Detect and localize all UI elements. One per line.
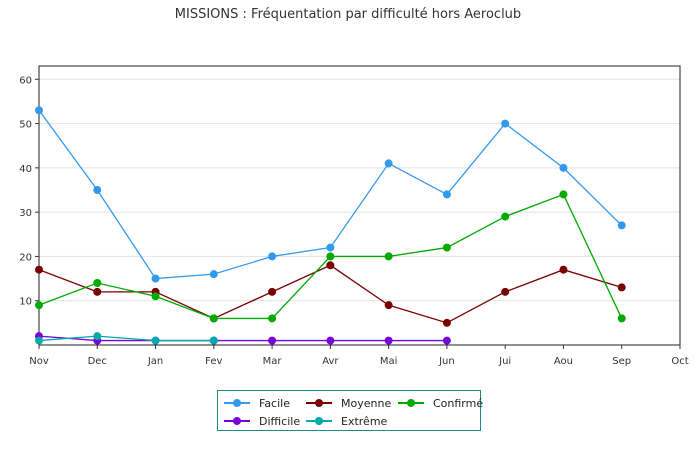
legend-item: Extrême <box>306 413 387 429</box>
y-tick-label: 60 <box>19 75 32 86</box>
data-point <box>35 265 43 274</box>
data-point <box>442 190 451 199</box>
legend-label: Facile <box>259 396 290 410</box>
legend-label: Moyenne <box>341 396 392 410</box>
x-tick-label: Avr <box>322 356 339 367</box>
x-tick-label: Aou <box>554 356 573 367</box>
x-tick-label: Jan <box>147 356 163 367</box>
plot-frame <box>38 65 681 346</box>
axes <box>38 65 681 346</box>
data-point <box>442 318 451 327</box>
data-point <box>268 252 277 261</box>
x-tick-label: Dec <box>88 356 107 367</box>
x-tick-label: Fev <box>205 356 222 367</box>
data-point <box>268 336 277 345</box>
x-tick-label: Oct <box>671 356 688 367</box>
data-point <box>268 314 277 323</box>
legend-marker-icon <box>306 416 332 426</box>
x-tick-label: Nov <box>29 356 49 367</box>
data-point <box>384 252 393 261</box>
data-point <box>209 314 218 323</box>
x-axis-ticks: Nov Dec Jan Fev Mar Avr Mai Jun Jui Aou Sep Oct <box>29 345 689 367</box>
legend-marker-icon <box>224 398 250 408</box>
data-point <box>501 212 510 221</box>
legend-item: Difficile <box>224 413 300 429</box>
legend-item: Confirmé <box>398 395 483 411</box>
series-2 <box>35 190 626 323</box>
series-1 <box>35 261 626 327</box>
legend-item: Moyenne <box>306 395 391 411</box>
data-point <box>384 301 393 310</box>
y-tick-label: 20 <box>19 252 32 263</box>
data-point <box>501 287 510 296</box>
legend: Facile Moyenne Confirmé Difficile Extrême <box>217 390 483 431</box>
data-point <box>93 279 102 287</box>
data-point <box>35 106 43 115</box>
data-point <box>151 274 160 283</box>
x-tick-label: Jun <box>438 356 455 367</box>
data-point <box>93 186 102 194</box>
series-line <box>38 335 447 342</box>
data-point <box>442 243 451 252</box>
x-tick-label: Sep <box>612 356 631 367</box>
legend-item: Facile <box>224 395 290 411</box>
legend-marker-icon <box>306 398 332 408</box>
series-0 <box>35 106 626 283</box>
data-point <box>559 163 568 172</box>
data-point <box>384 159 393 168</box>
data-point <box>326 261 335 270</box>
legend-marker-icon <box>224 416 250 426</box>
data-point <box>151 336 160 345</box>
data-point <box>35 336 43 345</box>
y-axis-ticks: 10 20 30 40 50 60 <box>19 75 39 308</box>
data-point <box>326 252 335 261</box>
data-point <box>559 265 568 274</box>
data-point <box>268 287 277 296</box>
grid-lines <box>39 78 680 302</box>
data-point <box>93 332 102 341</box>
legend-label: Extrême <box>341 414 388 428</box>
data-point <box>209 270 218 279</box>
data-point <box>326 243 335 252</box>
data-point <box>617 283 626 292</box>
series-4 <box>35 332 218 345</box>
data-point <box>617 221 626 230</box>
x-tick-label: Mar <box>263 356 283 367</box>
x-tick-label: Mai <box>380 356 398 367</box>
data-point <box>93 287 102 296</box>
chart-title: MISSIONS : Fréquentation par difficulté … <box>175 7 521 22</box>
data-point <box>209 336 218 345</box>
legend-label: Difficile <box>259 414 301 428</box>
data-point <box>151 292 160 301</box>
data-point <box>559 190 568 199</box>
series-line <box>38 264 622 324</box>
data-point <box>326 336 335 345</box>
x-tick-label: Jui <box>498 356 511 367</box>
series-group <box>35 106 626 345</box>
data-point <box>384 336 393 345</box>
data-point <box>442 336 451 345</box>
y-tick-label: 10 <box>19 297 32 308</box>
data-point <box>35 301 43 310</box>
series-line <box>38 335 214 342</box>
y-tick-label: 50 <box>19 120 32 131</box>
data-point <box>501 119 510 128</box>
data-point <box>617 314 626 323</box>
legend-marker-icon <box>398 398 424 408</box>
legend-label: Confirmé <box>433 396 484 410</box>
y-tick-label: 40 <box>19 164 32 175</box>
y-tick-label: 30 <box>19 208 32 219</box>
